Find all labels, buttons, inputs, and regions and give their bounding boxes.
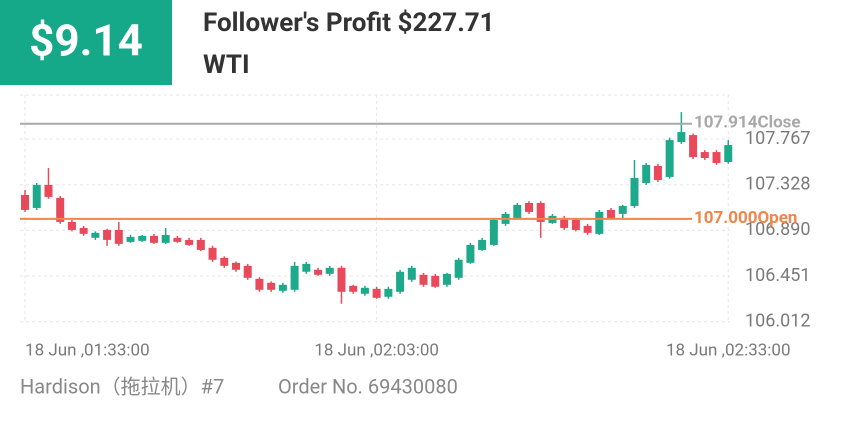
candle-body — [267, 282, 276, 290]
candle-body — [196, 239, 205, 250]
y-tick-label: 107.767 — [745, 128, 810, 149]
candle-body — [185, 239, 194, 245]
x-tick-label: 18 Jun ,01:33:00 — [25, 340, 150, 360]
candle-body — [372, 288, 381, 298]
candle-body — [114, 229, 123, 244]
candle-body — [91, 232, 100, 238]
reference-value: 107.914 — [694, 113, 758, 133]
profit-badge — [0, 0, 172, 85]
candle-body — [149, 235, 158, 243]
candle-body — [442, 273, 451, 285]
candle-body — [173, 237, 182, 242]
candle-body — [712, 152, 721, 163]
candle-body — [21, 194, 30, 210]
candle-body — [32, 184, 41, 208]
candle-body — [700, 152, 709, 158]
trader: Hardison（拖拉机）#7 — [20, 374, 224, 398]
candle-body — [384, 288, 393, 297]
candle-body — [689, 135, 698, 158]
candle-body — [724, 145, 733, 163]
reference-label: 107.914Close — [694, 113, 801, 133]
candle-body — [349, 285, 358, 292]
candle-body — [44, 184, 53, 197]
title: Follower's Profit $227.71 — [203, 8, 495, 38]
candle-body — [677, 132, 686, 143]
candle-body — [325, 267, 334, 274]
candle-body — [56, 197, 65, 222]
candle-body — [232, 262, 241, 270]
x-tick-label: 18 Jun ,02:03:00 — [314, 340, 439, 360]
candle-body — [618, 205, 627, 214]
candle-body — [126, 236, 135, 242]
candle-body — [290, 265, 299, 290]
candle-body — [607, 209, 616, 218]
y-tick-label: 106.451 — [745, 265, 810, 286]
candle-body — [583, 225, 592, 233]
candle-body — [560, 217, 569, 228]
candle-body — [103, 229, 112, 240]
y-tick-label: 107.328 — [745, 173, 810, 194]
reference-value: 107.000 — [694, 208, 757, 228]
candle-body — [302, 263, 311, 272]
subtitle: WTI — [203, 50, 250, 80]
candle-body — [595, 211, 604, 234]
candle-body — [525, 202, 534, 212]
candle-body — [454, 259, 463, 278]
candle-body — [513, 204, 522, 218]
candle-body — [665, 140, 674, 177]
y-tick-label: 106.890 — [745, 219, 810, 240]
candle-body — [478, 239, 487, 250]
candle-body — [571, 219, 580, 230]
candle-body — [220, 257, 229, 266]
candle-body — [243, 265, 252, 278]
order-no: Order No. 69430080 — [278, 374, 458, 398]
candle-body — [653, 166, 662, 180]
reference-name: Close — [757, 113, 800, 133]
candle-body — [79, 227, 88, 234]
candle-body — [161, 234, 170, 243]
candle-body — [396, 271, 405, 292]
candle-body — [630, 177, 639, 206]
candle-body — [419, 274, 428, 285]
reference-label: 107.000Open — [694, 208, 797, 228]
candle-body — [255, 278, 264, 290]
candle-body — [138, 235, 147, 241]
candle-body — [466, 244, 475, 263]
candle-body — [407, 267, 416, 280]
candle-body — [278, 284, 287, 291]
candle-body — [489, 219, 498, 245]
badge-text: $9.14 — [29, 15, 143, 67]
candle-body — [208, 247, 217, 260]
candle-body — [642, 164, 651, 183]
x-tick-label: 18 Jun ,02:33:00 — [666, 340, 791, 360]
candle-body — [314, 269, 323, 275]
candle-body — [431, 275, 440, 287]
candle-body — [337, 267, 346, 292]
candle-body — [67, 221, 76, 230]
y-tick-label: 106.012 — [745, 311, 810, 332]
candle-body — [360, 287, 369, 294]
reference-name: Open — [757, 208, 797, 228]
candle-body — [536, 202, 545, 222]
